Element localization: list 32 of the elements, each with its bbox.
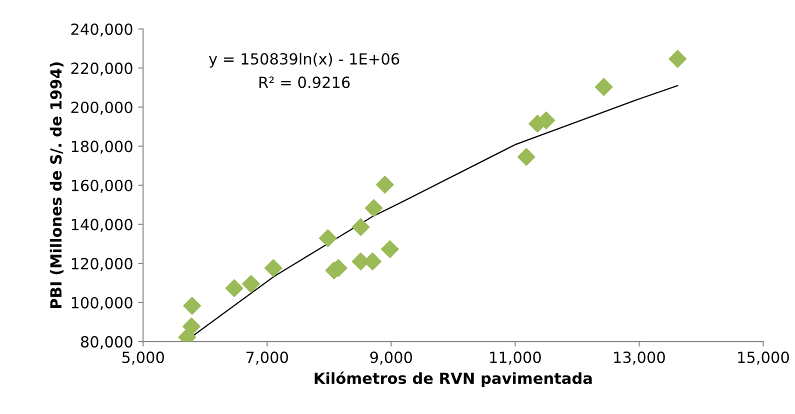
y-tick-label: 120,000 [72, 258, 132, 271]
point [264, 259, 282, 278]
point [182, 318, 200, 336]
point [183, 296, 201, 315]
point [225, 279, 244, 298]
point [318, 229, 337, 248]
y-tick-label: 160,000 [72, 180, 132, 193]
point [380, 240, 399, 258]
x-tick-label: 9,000 [370, 352, 412, 365]
point [242, 275, 260, 293]
x-tick-label: 15,000 [738, 352, 789, 365]
point [352, 218, 370, 236]
y-tick-label: 100,000 [72, 296, 132, 310]
point [594, 78, 613, 96]
y-tick-label: 240,000 [71, 23, 132, 37]
point [517, 148, 536, 166]
x-axis-title: Kilómetros de RVN pavimentada [314, 372, 592, 388]
y-tick-label: 180,000 [72, 140, 132, 154]
x-tick-label: 13,000 [614, 352, 665, 365]
point [668, 50, 687, 68]
y-tick-label: 80,000 [80, 336, 132, 350]
x-tick-label: 7,000 [246, 352, 288, 365]
point [376, 176, 394, 194]
x-tick-label: 5,000 [122, 352, 164, 365]
y-axis-title: PBI (Millones de S/. de 1994) [50, 62, 64, 308]
annotation: y = 150839ln(x) - 1E+06 [208, 52, 400, 68]
x-tick-label: 11,000 [490, 352, 541, 365]
annotation: R² = 0.9216 [259, 76, 350, 88]
y-tick-label: 140,000 [72, 218, 132, 232]
y-tick-label: 220,000 [71, 62, 132, 76]
y-tick-label: 200,000 [71, 102, 132, 115]
point [364, 199, 383, 218]
